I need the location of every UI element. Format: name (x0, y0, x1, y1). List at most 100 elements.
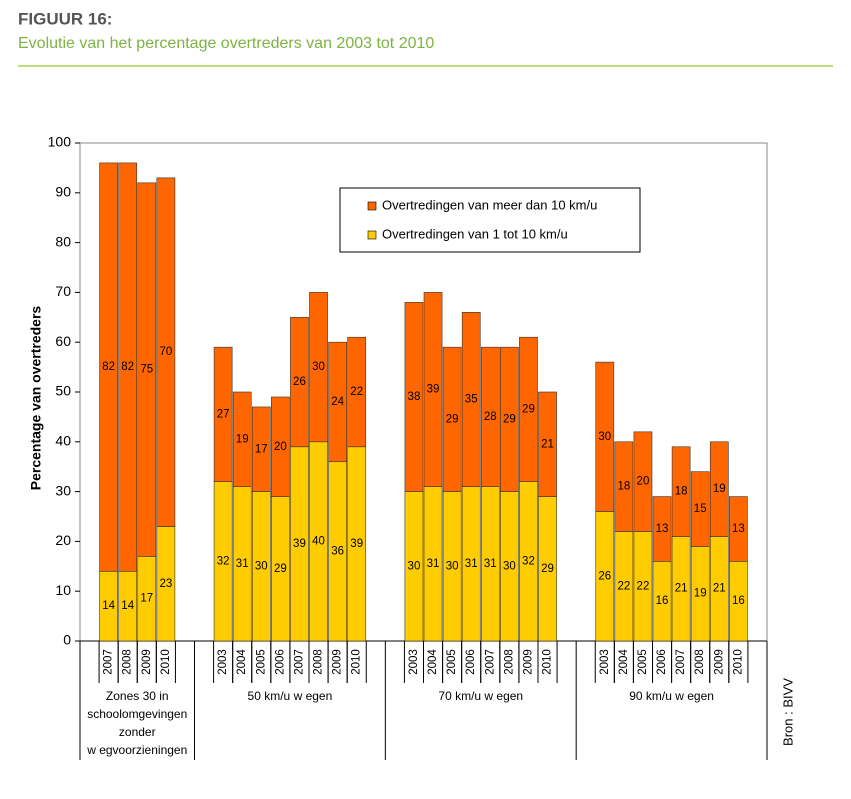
bar-segment (709, 441, 729, 537)
bar-segment (213, 346, 233, 482)
bar-segment (729, 496, 748, 562)
value-label: 16 (656, 595, 669, 607)
value-label: 29 (274, 563, 287, 575)
value-label: 31 (484, 558, 497, 570)
y-axis-label: Percentage van overtreders (28, 306, 44, 491)
x-tick-label: 2003 (217, 649, 229, 675)
value-label: 24 (331, 396, 344, 408)
value-label: 22 (350, 386, 363, 398)
x-tick-label: 2005 (637, 649, 649, 675)
bar-segment (595, 361, 615, 512)
bar-segment (519, 336, 538, 482)
value-label: 30 (598, 431, 611, 443)
x-tick-label: 2010 (160, 649, 172, 675)
value-label: 26 (293, 376, 306, 388)
x-tick-label: 2010 (732, 649, 744, 675)
value-label: 30 (446, 560, 459, 572)
y-tick-label: 80 (55, 233, 71, 249)
bar-segment (232, 391, 252, 487)
bar-segment (690, 471, 710, 547)
group-label: 90 km/u w egen (629, 689, 714, 703)
bar-segment (614, 441, 634, 532)
value-label: 28 (484, 411, 497, 423)
value-label: 19 (694, 588, 707, 600)
value-label: 29 (446, 413, 459, 425)
value-label: 15 (694, 503, 707, 515)
value-label: 32 (522, 555, 535, 567)
value-label: 39 (427, 384, 440, 396)
x-tick-label: 2009 (522, 649, 534, 675)
value-label: 39 (350, 538, 363, 550)
x-tick-label: 2005 (255, 649, 267, 675)
group-label: 50 km/u w egen (248, 689, 333, 703)
value-label: 30 (503, 560, 516, 572)
legend-label: Overtredingen van meer dan 10 km/u (382, 197, 597, 212)
x-tick-label: 2004 (618, 649, 630, 675)
x-tick-label: 2003 (408, 649, 420, 675)
legend-box (339, 187, 641, 253)
bar-segment (271, 396, 290, 497)
x-tick-label: 2008 (503, 649, 515, 675)
value-label: 26 (598, 570, 611, 582)
value-label: 20 (637, 476, 650, 488)
bar-segment (156, 177, 176, 527)
value-label: 39 (293, 538, 306, 550)
value-label: 22 (637, 580, 650, 592)
value-label: 30 (255, 560, 268, 572)
value-label: 13 (732, 523, 745, 535)
value-label: 18 (675, 486, 688, 498)
value-label: 20 (274, 441, 287, 453)
x-tick-label: 2009 (332, 649, 344, 675)
figure-subtitle: Evolutie van het percentage overtreders … (18, 35, 434, 52)
y-tick-label: 40 (55, 433, 71, 449)
x-tick-label: 2008 (313, 649, 325, 675)
value-label: 38 (408, 391, 421, 403)
bar-segment (118, 162, 138, 572)
bar-segment (404, 302, 424, 492)
legend-label: Overtredingen van 1 tot 10 km/u (382, 226, 568, 241)
legend-swatch (367, 230, 377, 240)
x-tick-label: 2006 (274, 649, 286, 675)
y-tick-label: 30 (55, 482, 71, 498)
x-tick-label: 2006 (465, 649, 477, 675)
y-tick-label: 50 (55, 383, 71, 399)
bar-segment (423, 292, 443, 487)
source: Bron : BIVV (780, 678, 795, 746)
value-label: 40 (312, 535, 325, 547)
value-label: 31 (236, 558, 249, 570)
value-label: 16 (732, 595, 745, 607)
y-tick-label: 90 (55, 184, 71, 200)
x-tick-label: 2009 (713, 649, 725, 675)
value-label: 75 (140, 364, 153, 376)
value-label: 14 (121, 600, 134, 612)
bar-segment (290, 316, 309, 448)
x-tick-label: 2003 (599, 649, 611, 675)
value-label: 29 (522, 403, 535, 415)
value-label: 23 (159, 578, 172, 590)
y-tick-label: 100 (48, 134, 72, 150)
value-label: 21 (541, 438, 554, 450)
value-label: 70 (159, 346, 172, 358)
value-label: 36 (331, 545, 344, 557)
x-tick-label: 2009 (141, 649, 153, 675)
group-label: Zones 30 in (106, 689, 169, 703)
value-label: 35 (465, 394, 478, 406)
y-tick-label: 70 (55, 283, 71, 299)
group-label: schoolomgevingen (87, 707, 187, 721)
bar-segment (671, 446, 691, 537)
x-tick-label: 2008 (694, 649, 706, 675)
legend-swatch (367, 201, 377, 211)
bar-segment (137, 182, 157, 557)
value-label: 29 (541, 563, 554, 575)
figure-title: FIGUUR 16: (18, 9, 112, 28)
x-tick-label: 2007 (293, 649, 305, 675)
bar-segment (99, 162, 118, 572)
x-tick-label: 2010 (542, 649, 554, 675)
value-label: 17 (140, 593, 153, 605)
bar-segment (480, 346, 500, 487)
x-tick-label: 2008 (122, 649, 134, 675)
bar-segment (309, 292, 328, 443)
value-label: 27 (217, 408, 230, 420)
value-label: 32 (217, 555, 230, 567)
